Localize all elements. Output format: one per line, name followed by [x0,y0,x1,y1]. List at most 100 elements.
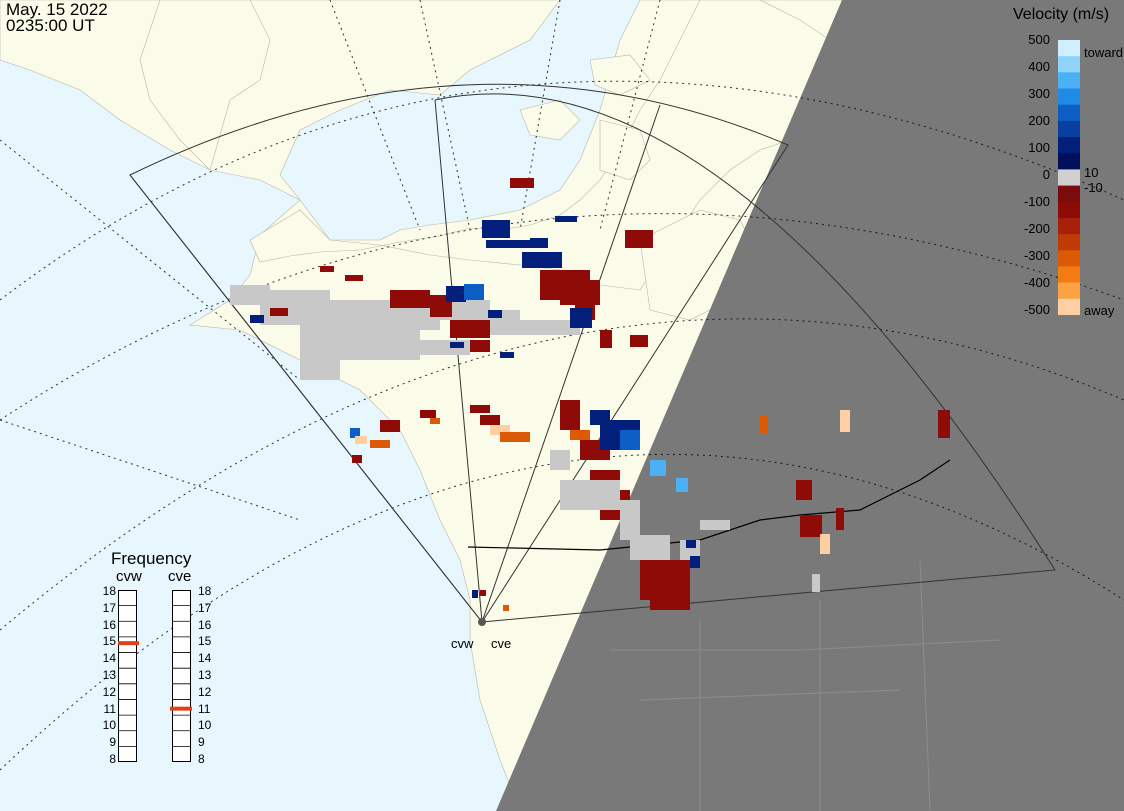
velocity-tick: -200 [1023,221,1050,236]
radar-site-icon [478,618,486,626]
scatter-cell [570,308,592,328]
colorbar-segment [1058,56,1080,73]
scatter-cell [650,460,666,476]
freq-scale-label: 13 [102,668,116,682]
scatter-cell [500,432,530,442]
scatter-cell [352,455,362,463]
scatter-cell [560,480,620,510]
scatter-cell [430,418,440,424]
toward-label: toward [1084,45,1124,60]
freq-scale-label: 9 [109,735,116,750]
inner-neg-label: -10 [1084,180,1103,195]
scatter-cell [590,410,610,425]
freq-radar-cve: cve [168,568,192,585]
timestamp-date: May. 15 2022 [6,0,108,19]
scatter-cell [250,315,264,323]
velocity-tick: -500 [1023,302,1050,317]
colorbar-segment [1058,234,1080,251]
radar-fov [129,83,1056,623]
scatter-cell [690,556,700,568]
freq-bar-cve [172,590,191,762]
velocity-tick: -300 [1023,248,1050,263]
scatter-cell [464,284,484,300]
freq-scale-label: 12 [198,684,212,699]
colorbar-segment [1058,282,1080,300]
velocity-legend-title: Velocity (m/s) [1013,6,1110,23]
velocity-tick: 200 [1028,113,1050,128]
scatter-cell [938,410,950,438]
scatter-cell [555,216,577,222]
freq-scale-label: 14 [198,651,212,666]
scatter-cell [600,330,612,348]
colorbar-segment [1058,298,1080,315]
freq-marker-cvw [118,641,139,646]
velocity-tick: -400 [1023,275,1050,290]
scatter-cell [530,238,548,248]
freq-scale-label: 15 [102,634,116,649]
scatter-cell [840,410,850,432]
scatter-cell [446,286,466,302]
scatter-cell [836,508,844,530]
scatter-cell [570,430,590,440]
freq-scale-label: 13 [198,668,212,682]
velocity-tick: -100 [1023,194,1050,209]
colorbar-segment [1058,185,1080,203]
scatter-cell [450,320,490,338]
velocity-tick: 300 [1028,86,1050,101]
scatter-cell [800,515,822,537]
scatter-cell [490,425,510,435]
scatter-cell [676,478,688,492]
freq-scale-label: 10 [198,718,212,733]
scatter-cell [486,240,536,248]
colorbar-segment [1058,201,1080,219]
freq-scale-label: 16 [102,617,116,632]
us-canada-border [467,459,951,551]
scatter-cell [370,440,390,448]
scatter-cell [270,308,288,316]
scatter-cell [620,500,640,540]
freq-scale-label: 12 [102,684,116,699]
scatter-cell [812,574,820,592]
colorbar-segment [1058,88,1080,106]
freq-scale-label: 17 [198,600,212,615]
colorbar-segment [1058,217,1080,235]
colorbar-segment [1058,104,1080,122]
radar-label-cvw: cvw [451,636,474,651]
scatter-cell [560,400,580,430]
scatter-cell [630,535,670,560]
scatter-cell [488,310,502,318]
velocity-tick: 400 [1028,59,1050,74]
scatter-cell [550,450,570,470]
night-borders [610,559,1001,811]
scatter-cell [625,230,653,248]
freq-scale-label: 18 [102,584,116,598]
scatter-cell [345,275,363,281]
scatter-cell [420,410,436,418]
scatter-cell [650,590,690,610]
freq-radar-cvw: cvw [116,568,142,585]
freq-scale-label: 11 [198,701,211,716]
scatter-cells [230,178,950,611]
scatter-cell [482,220,510,238]
scatter-cell [522,252,562,268]
scatter-cell [390,290,430,308]
timestamp-time: 0235:00 UT [6,16,95,35]
scatter-cell [472,590,478,598]
colorbar-segment [1058,137,1080,154]
freq-scale-label: 8 [198,752,205,766]
freq-scale-label: 14 [102,651,116,666]
frequency-title: Frequency [111,549,192,568]
velocity-tick: 0 [1042,167,1050,182]
velocity-colorbar [1058,40,1080,315]
colorbar-segment [1058,266,1080,284]
colorbar-segment [1058,120,1080,138]
freq-scale-label: 9 [198,735,205,750]
scatter-cell [500,352,514,358]
scatter-cell [470,405,490,413]
freq-scale-label: 8 [109,752,116,766]
frequency-bars [118,590,192,762]
scatter-cell [620,430,640,450]
inner-pos-label: 10 [1084,165,1099,180]
freq-scale-label: 15 [198,634,212,649]
colorbar-segment [1058,153,1080,170]
